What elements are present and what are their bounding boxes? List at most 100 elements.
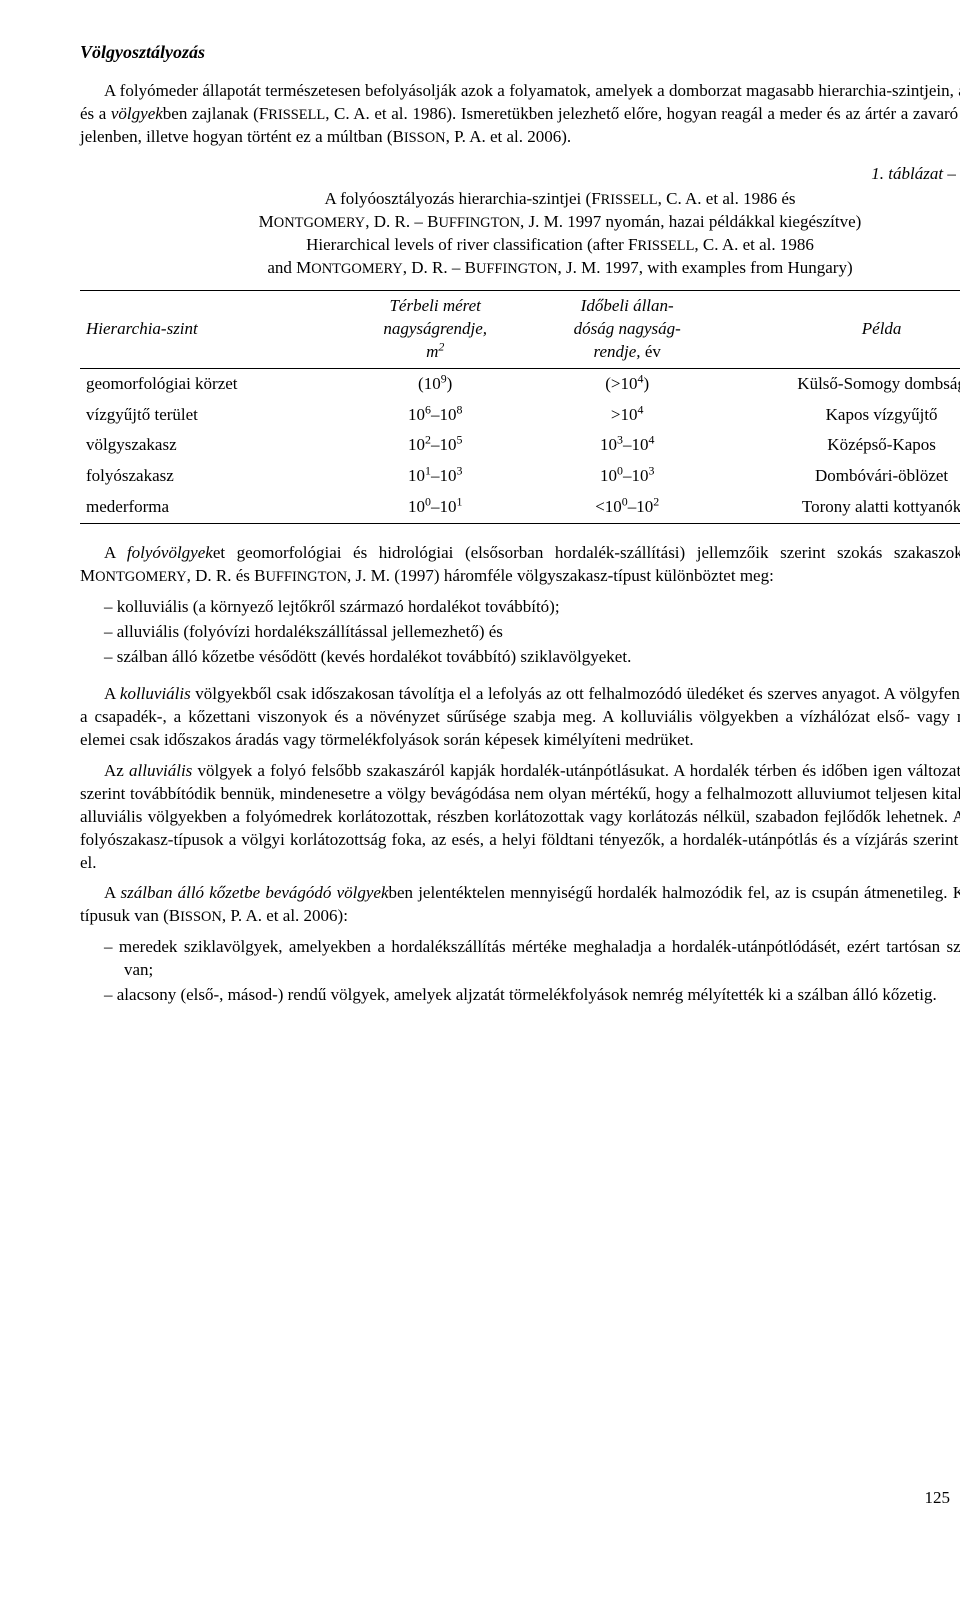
text: ) [447,374,453,393]
cell: 102–105 [339,430,531,461]
text: A folyóosztályozás hierarchia-szintjei (… [324,189,600,208]
text: –10 [628,497,654,516]
cell: <100–102 [531,492,723,523]
caption-line-4: and MONTGOMERY, D. R. – BUFFINGTON, J. M… [110,257,960,280]
caption-line-3: Hierarchical levels of river classificat… [110,234,960,257]
text: Térbeli méret [389,296,480,315]
text: A [104,684,120,703]
text: , C. A. et al. 1986 és [658,189,796,208]
text: , J. M. (1997) háromféle völgyszakasz-tí… [347,566,774,585]
smallcaps: UFFINGTON [438,215,520,231]
cell: 100–101 [339,492,531,523]
sup: 3 [648,464,654,478]
text: 10 [600,435,617,454]
sup: 2 [438,339,444,353]
text: A folyómeder állapotát természetesen bef… [104,81,960,100]
cell: 106–108 [339,400,531,431]
cell: Középső-Kapos [723,430,960,461]
text: >10 [611,405,638,424]
text: and M [267,258,311,277]
text: –10 [431,405,457,424]
smallcaps: RISSELL [601,192,658,208]
table-row: folyószakasz 101–103 100–103 Dombóvári-ö… [80,461,960,492]
paragraph-bedrock: A szálban álló kőzetbe bevágódó völgyekb… [80,882,960,928]
cell: mederforma [80,492,339,523]
paragraph-valley-types: A folyóvölgyeket geomorfológiai és hidro… [80,542,960,588]
th-example: Példa [723,290,960,368]
th-level: Hierarchia-szint [80,290,339,368]
th-spatial: Térbeli méret nagyságrendje, m2 [339,290,531,368]
sup: 2 [653,495,659,509]
italic-text: folyóvölgyek [127,543,213,562]
sup: 4 [638,402,644,416]
section-title: Völgyosztályozás [80,40,960,64]
cell: Kapos vízgyűjtő [723,400,960,431]
table-row: völgyszakasz 102–105 103–104 Középső-Kap… [80,430,960,461]
sup: 5 [456,433,462,447]
cell: 103–104 [531,430,723,461]
paragraph-colluvial: A kolluviális völgyekből csak időszakosa… [80,683,960,752]
list-item: – kolluviális (a környező lejtőkről szár… [80,596,960,619]
text: 10 [408,435,425,454]
page-number: 125 [925,1487,951,1510]
text: nagyságrendje, [383,319,487,338]
caption-line-2: MONTGOMERY, D. R. – BUFFINGTON, J. M. 19… [110,211,960,234]
text: 10 [408,497,425,516]
text: 10 [408,405,425,424]
text: , D. R. – B [403,258,476,277]
text: ) [643,374,649,393]
text: , J. M. 1997 nyomán, hazai példákkal kie… [520,212,861,231]
list-item: – alluviális (folyóvízi hordalékszállítá… [80,621,960,644]
table-row: geomorfológiai körzet (109) (>104) Külső… [80,368,960,399]
text: A [104,883,121,902]
cell: (109) [339,368,531,399]
paragraph-alluvial: Az alluviális völgyek a folyó felsőbb sz… [80,760,960,875]
text: , D. R. és B [187,566,266,585]
smallcaps: ISSON [404,130,446,146]
text: völgyek a folyó felsőbb szakaszáról kapj… [80,761,960,872]
table-header-row: Hierarchia-szint Térbeli méret nagyságre… [80,290,960,368]
text: –10 [431,497,457,516]
text: M [259,212,274,231]
smallcaps: UFFINGTON [265,569,347,585]
cell: Torony alatti kottyanók [723,492,960,523]
text: –10 [431,435,457,454]
text: völgyekből csak időszakosan távolítja el… [80,684,960,749]
cell: 100–103 [531,461,723,492]
text: Hierarchical levels of river classificat… [306,235,637,254]
smallcaps: RISSELL [637,238,694,254]
text: (10 [418,374,441,393]
text: 10 [408,466,425,485]
sup: 8 [456,402,462,416]
cell: Külső-Somogy dombság [723,368,960,399]
smallcaps: ONTGOMERY [311,261,402,277]
text: , D. R. – B [365,212,438,231]
cell: 101–103 [339,461,531,492]
text: Az [104,761,129,780]
text: (>10 [605,374,637,393]
sup: 3 [456,464,462,478]
smallcaps: UFFINGTON [476,261,558,277]
text: m [426,342,438,361]
text: 10 [600,466,617,485]
list-item: – alacsony (első-, másod-) rendű völgyek… [80,984,960,1007]
smallcaps: ISSON [180,909,222,925]
text: <10 [595,497,622,516]
cell: vízgyűjtő terület [80,400,339,431]
caption-line-1: A folyóosztályozás hierarchia-szintjei (… [110,188,960,211]
cell: Dombóvári-öblözet [723,461,960,492]
cell: >104 [531,400,723,431]
hierarchy-table: Hierarchia-szint Térbeli méret nagyságre… [80,290,960,525]
text: , C. A. et al. 1986 [694,235,813,254]
cell: geomorfológiai körzet [80,368,339,399]
sup: 1 [456,495,462,509]
cell: folyószakasz [80,461,339,492]
list-item: – szálban álló kőzetbe vésődött (kevés h… [80,646,960,669]
text: , P. A. et al. 2006). [446,127,572,146]
smallcaps: ONTGOMERY [274,215,365,231]
table-label: 1. táblázat – Table 1 [110,163,960,186]
text: év [641,342,661,361]
cell: (>104) [531,368,723,399]
text: , J. M. 1997, with examples from Hungary… [558,258,853,277]
th-temporal: Időbeli állan- dóság nagyság- rendje, év [531,290,723,368]
